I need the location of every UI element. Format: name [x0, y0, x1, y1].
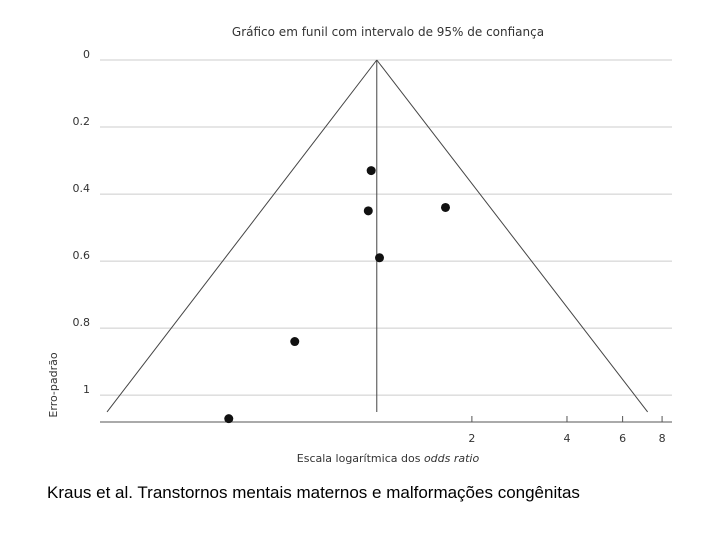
study-point [440, 202, 450, 212]
funnel-lines [106, 59, 649, 413]
gridlines [100, 59, 672, 396]
study-point [375, 253, 385, 263]
y-axis-ticks: 0 0.2 0.4 0.6 0.8 1 [73, 48, 91, 396]
funnel-plot: Gráfico em funil com intervalo de 95% de… [47, 25, 672, 465]
study-point [290, 337, 300, 347]
y-tick-label: 0.4 [73, 182, 91, 195]
study-point [366, 166, 376, 176]
funnel-left-limit [106, 59, 378, 413]
figure-caption: Kraus et al. Transtornos mentais materno… [47, 483, 580, 502]
y-tick-label: 0.8 [73, 316, 91, 329]
y-tick-label: 0 [83, 48, 90, 61]
y-tick-label: 0.2 [73, 115, 91, 128]
x-tick-label: 2 [468, 432, 475, 445]
x-tick-label: 4 [563, 432, 570, 445]
funnel-right-limit [376, 59, 649, 413]
study-point [224, 414, 234, 424]
study-points [224, 166, 450, 424]
x-tick-label: 6 [619, 432, 626, 445]
study-point [363, 206, 373, 216]
y-tick-label: 1 [83, 383, 90, 396]
x-axis-ticks: 2 4 6 8 [468, 416, 666, 445]
x-axis-label: Escala logarítmica dos odds ratio [297, 452, 480, 465]
chart-title: Gráfico em funil com intervalo de 95% de… [232, 25, 544, 39]
x-tick-label: 8 [659, 432, 666, 445]
y-tick-label: 0.6 [73, 249, 91, 262]
y-axis-label: Erro-padrão [47, 352, 60, 417]
